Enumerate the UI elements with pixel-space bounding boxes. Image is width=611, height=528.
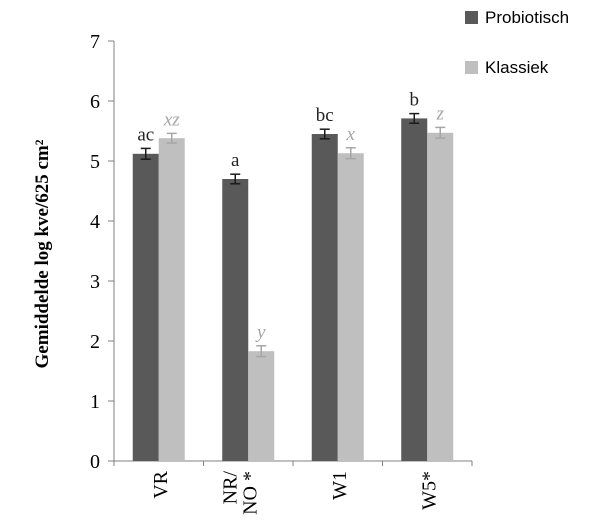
legend-label: Klassiek — [485, 58, 549, 77]
x-tick-label: W1 — [329, 471, 351, 500]
x-tick-label: NR/NO * — [219, 471, 261, 515]
x-tick-label-line: W1 — [329, 471, 351, 500]
y-tick-label: 7 — [90, 31, 100, 53]
y-axis-title: Gemiddelde log kve/625 cm² — [32, 139, 53, 368]
y-tick-label: 3 — [90, 271, 100, 293]
significance-label: bc — [316, 105, 334, 126]
x-tick-label-line: W5* — [418, 471, 440, 510]
error-bars — [140, 112, 446, 358]
significance-label: y — [255, 322, 266, 343]
bar-probiotisch-0 — [132, 153, 159, 462]
x-tick-label: W5* — [418, 471, 440, 510]
y-tick-label: 2 — [90, 331, 100, 353]
x-tick-label-line: NO * — [239, 471, 261, 515]
y-tick-label: 4 — [90, 211, 100, 233]
legend: Probiotisch Klassiek — [465, 8, 569, 77]
bar-klassiek-0 — [158, 138, 185, 461]
bar-klassiek-2 — [337, 153, 364, 461]
significance-label: a — [231, 150, 240, 171]
x-tick-label-line: NR/ — [219, 471, 241, 505]
x-tick-label: VR — [150, 470, 172, 498]
bar-klassiek-1 — [248, 351, 275, 461]
y-tick-label: 5 — [90, 151, 100, 173]
bar-probiotisch-1 — [222, 179, 249, 461]
bars — [132, 118, 454, 462]
significance-label: x — [346, 124, 356, 145]
category-labels: VR NR/NO * W1 W5* — [150, 470, 441, 515]
bar-probiotisch-3 — [401, 118, 428, 462]
legend-swatch — [465, 61, 478, 74]
significance-label: xz — [163, 109, 180, 130]
y-tick-label: 1 — [90, 391, 100, 413]
significance-label: b — [410, 90, 420, 111]
bar-probiotisch-2 — [311, 134, 338, 461]
x-tick-label-line: VR — [150, 470, 172, 498]
legend-label: Probiotisch — [485, 8, 569, 27]
significance-label: ac — [137, 124, 154, 145]
y-tick-label: 6 — [90, 91, 100, 113]
bar-klassiek-3 — [427, 132, 454, 462]
significance-label: z — [436, 103, 445, 124]
y-tick-label: 0 — [90, 451, 100, 473]
legend-swatch — [465, 11, 478, 24]
